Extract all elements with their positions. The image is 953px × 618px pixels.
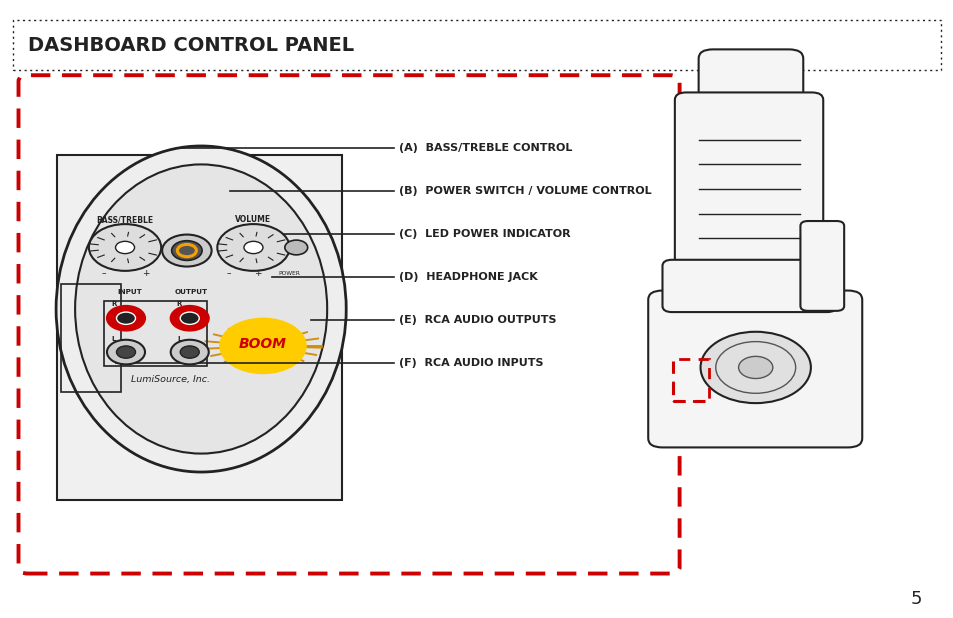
Circle shape	[116, 346, 135, 358]
Circle shape	[700, 332, 810, 403]
Text: (F)  RCA AUDIO INPUTS: (F) RCA AUDIO INPUTS	[398, 358, 543, 368]
Text: (D)  HEADPHONE JACK: (D) HEADPHONE JACK	[398, 272, 537, 282]
Circle shape	[285, 240, 308, 255]
Text: BOOM: BOOM	[239, 337, 287, 351]
Text: –: –	[102, 269, 106, 278]
Circle shape	[219, 318, 307, 375]
Text: LumiSource, Inc.: LumiSource, Inc.	[132, 375, 210, 384]
Circle shape	[107, 340, 145, 365]
Text: OUTPUT: OUTPUT	[175, 289, 208, 295]
FancyBboxPatch shape	[647, 290, 862, 447]
Text: +: +	[254, 269, 262, 278]
Circle shape	[172, 240, 202, 260]
Text: –: –	[226, 269, 231, 278]
Circle shape	[107, 306, 145, 331]
Text: 5: 5	[910, 590, 922, 608]
FancyBboxPatch shape	[674, 93, 822, 276]
FancyBboxPatch shape	[661, 260, 836, 312]
Bar	[56, 155, 341, 500]
Text: VOLUME: VOLUME	[235, 215, 272, 224]
Circle shape	[217, 224, 290, 271]
Text: (C)  LED POWER INDICATOR: (C) LED POWER INDICATOR	[398, 229, 570, 239]
Bar	[104, 301, 207, 366]
Text: BASS/TREBLE: BASS/TREBLE	[96, 215, 153, 224]
Circle shape	[244, 241, 263, 253]
Text: R: R	[111, 301, 116, 307]
Circle shape	[171, 306, 209, 331]
Text: (B)  POWER SWITCH / VOLUME CONTROL: (B) POWER SWITCH / VOLUME CONTROL	[398, 186, 651, 196]
Circle shape	[180, 346, 199, 358]
Circle shape	[116, 312, 135, 324]
Bar	[61, 284, 121, 392]
Circle shape	[115, 241, 134, 253]
Circle shape	[171, 340, 209, 365]
Text: INPUT: INPUT	[117, 289, 142, 295]
Circle shape	[89, 224, 161, 271]
Circle shape	[180, 312, 199, 324]
Text: (E)  RCA AUDIO OUTPUTS: (E) RCA AUDIO OUTPUTS	[398, 315, 556, 325]
Ellipse shape	[75, 164, 327, 454]
Text: L: L	[112, 336, 115, 342]
Text: (A)  BASS/TREBLE CONTROL: (A) BASS/TREBLE CONTROL	[398, 143, 572, 153]
FancyBboxPatch shape	[698, 49, 802, 112]
Text: POWER: POWER	[278, 271, 300, 276]
Text: DASHBOARD CONTROL PANEL: DASHBOARD CONTROL PANEL	[28, 36, 354, 54]
Text: R: R	[176, 301, 182, 307]
Circle shape	[162, 235, 212, 266]
Circle shape	[738, 357, 772, 378]
Text: +: +	[142, 269, 150, 278]
Ellipse shape	[56, 146, 346, 472]
Text: L: L	[177, 336, 181, 342]
FancyBboxPatch shape	[800, 221, 843, 311]
